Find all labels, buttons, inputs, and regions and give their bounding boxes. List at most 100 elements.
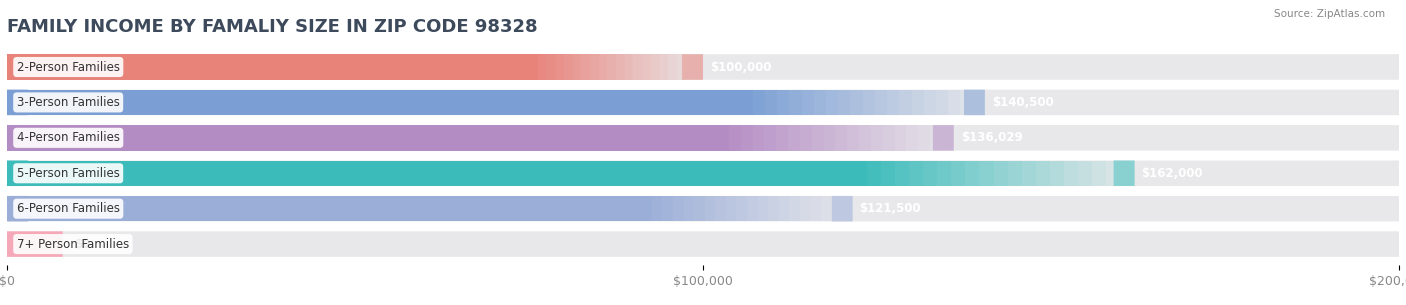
Bar [842,196,852,221]
Bar [572,54,581,80]
Bar [430,196,440,221]
Bar [693,125,706,151]
Text: 6-Person Families: 6-Person Families [17,202,120,215]
Bar [103,196,112,221]
Bar [838,160,852,186]
Bar [374,90,385,115]
Bar [218,196,229,221]
Bar [801,90,814,115]
Bar [101,125,114,151]
Bar [1107,160,1121,186]
Bar [28,196,39,221]
Bar [627,160,641,186]
FancyBboxPatch shape [7,90,28,115]
Bar [138,125,149,151]
Bar [607,54,616,80]
Bar [7,54,15,80]
Text: $0: $0 [75,238,90,251]
Bar [388,160,402,186]
Bar [800,196,810,221]
Bar [181,54,190,80]
Bar [910,160,924,186]
Bar [789,90,801,115]
Bar [1092,160,1107,186]
Bar [546,196,557,221]
Bar [315,125,326,151]
Bar [973,90,984,115]
Bar [269,54,277,80]
Bar [564,125,575,151]
Bar [447,90,460,115]
Bar [312,54,321,80]
Bar [623,125,634,151]
Bar [658,125,669,151]
Bar [111,54,120,80]
Bar [695,196,704,221]
Bar [704,196,716,221]
Bar [288,90,301,115]
Bar [129,54,138,80]
Bar [142,90,153,115]
Bar [325,90,337,115]
Bar [496,90,508,115]
Bar [129,90,142,115]
Bar [825,90,838,115]
Bar [134,196,145,221]
Bar [593,90,606,115]
Bar [398,90,411,115]
Bar [754,160,768,186]
Bar [51,54,59,80]
Bar [634,125,647,151]
Bar [547,54,555,80]
Bar [91,196,103,221]
Bar [779,196,789,221]
Bar [67,54,77,80]
Bar [527,125,540,151]
Text: $121,500: $121,500 [859,202,921,215]
FancyBboxPatch shape [7,125,28,151]
Bar [567,196,578,221]
Bar [232,125,243,151]
Bar [630,90,643,115]
Bar [433,54,441,80]
Bar [662,196,673,221]
Bar [398,125,409,151]
Bar [471,90,484,115]
Bar [533,90,546,115]
Bar [557,90,569,115]
Bar [425,54,433,80]
Bar [176,160,190,186]
Bar [94,54,103,80]
Bar [938,160,952,186]
Bar [160,125,173,151]
Bar [924,160,938,186]
Bar [166,90,179,115]
Bar [337,90,349,115]
Bar [226,90,239,115]
Bar [90,125,101,151]
Bar [994,160,1008,186]
Bar [673,196,683,221]
Bar [24,54,34,80]
Text: $140,500: $140,500 [991,96,1053,109]
Bar [529,160,543,186]
Bar [260,196,271,221]
Bar [717,125,728,151]
FancyBboxPatch shape [7,54,1399,80]
Bar [385,125,398,151]
Bar [44,90,56,115]
Bar [79,125,90,151]
Bar [796,160,810,186]
Bar [682,125,693,151]
Bar [103,54,111,80]
FancyBboxPatch shape [1114,160,1135,186]
Bar [242,54,250,80]
Bar [125,125,138,151]
Bar [716,90,728,115]
Bar [197,196,208,221]
Bar [198,54,207,80]
Bar [271,196,281,221]
Bar [515,196,524,221]
Bar [468,54,477,80]
Text: $162,000: $162,000 [1142,167,1204,180]
